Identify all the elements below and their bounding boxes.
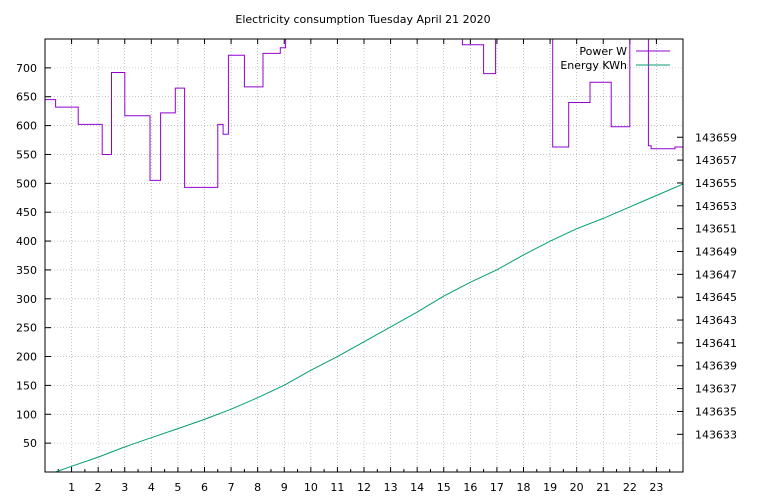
y2-tick-label: 143645: [695, 291, 737, 304]
x-tick-label: 15: [437, 481, 451, 494]
x-tick-label: 6: [201, 481, 208, 494]
x-tick-label: 3: [121, 481, 128, 494]
y-tick-label: 550: [16, 148, 37, 161]
y2-tick-label: 143655: [695, 177, 737, 190]
x-tick-label: 11: [330, 481, 344, 494]
y-tick-label: 700: [16, 62, 37, 75]
legend-label-power: Power W: [579, 45, 627, 58]
y-tick-label: 400: [16, 235, 37, 248]
y2-tick-label: 143657: [695, 154, 737, 167]
y2-tick-labels: 143633 143635 143637 143639 143641 143643 1436…: [695, 131, 737, 441]
legend: Power W Energy KWh: [560, 45, 670, 72]
series-line-energy: [55, 183, 683, 472]
y-tick-label: 250: [16, 322, 37, 335]
y-tick-label: 150: [16, 379, 37, 392]
x-tick-label: 21: [596, 481, 610, 494]
x-tick-label: 7: [228, 481, 235, 494]
x-tick-label: 20: [570, 481, 584, 494]
x-tick-label: 14: [410, 481, 424, 494]
y-tick-label: 650: [16, 91, 37, 104]
y2-tick-label: 143649: [695, 246, 737, 259]
x-tick-label: 8: [254, 481, 261, 494]
y-tick-label: 350: [16, 264, 37, 277]
grid-lines: [45, 39, 683, 472]
y2-tick-label: 143637: [695, 383, 737, 396]
y-tick-labels: 50 100 150 200 250 300 350 400 450 500 550 600 650 70…: [16, 62, 37, 450]
y-tick-label: 500: [16, 177, 37, 190]
y-tick-label: 200: [16, 351, 37, 364]
x-tick-label: 13: [384, 481, 398, 494]
chart-title: Electricity consumption Tuesday April 21…: [235, 13, 490, 26]
x-tick-label: 22: [623, 481, 637, 494]
series-line-power: [45, 39, 683, 188]
x-tick-labels: 1 2 3 4 5 6 7 8 9 10 11 12 13 14 15 16 17 18 19 20 21 22 23: [68, 481, 663, 494]
x-tick-label: 16: [463, 481, 477, 494]
legend-label-energy: Energy KWh: [560, 59, 627, 72]
y2-tick-label: 143643: [695, 314, 737, 327]
y2-tick-label: 143651: [695, 223, 737, 236]
x-tick-label: 12: [357, 481, 371, 494]
y-tick-label: 300: [16, 293, 37, 306]
y-tick-label: 450: [16, 206, 37, 219]
series-layer: [45, 39, 683, 472]
x-tick-label: 5: [174, 481, 181, 494]
y2-tick-label: 143641: [695, 337, 737, 350]
x-tick-label: 10: [304, 481, 318, 494]
y2-tick-label: 143647: [695, 268, 737, 281]
y-tick-label: 100: [16, 408, 37, 421]
y2-tick-label: 143659: [695, 131, 737, 144]
plot-frame: [44, 38, 684, 473]
y2-tick-label: 143639: [695, 360, 737, 373]
y2-tick-label: 143633: [695, 428, 737, 441]
y-tick-label: 50: [23, 437, 37, 450]
y2-tick-label: 143653: [695, 200, 737, 213]
x-tick-label: 19: [543, 481, 557, 494]
x-tick-label: 1: [68, 481, 75, 494]
x-tick-label: 4: [148, 481, 155, 494]
y-tick-label: 600: [16, 120, 37, 133]
x-tick-label: 18: [517, 481, 531, 494]
x-tick-label: 17: [490, 481, 504, 494]
x-tick-label: 23: [649, 481, 663, 494]
x-tick-label: 9: [281, 481, 288, 494]
x-tick-label: 2: [95, 481, 102, 494]
y2-tick-label: 143635: [695, 405, 737, 418]
